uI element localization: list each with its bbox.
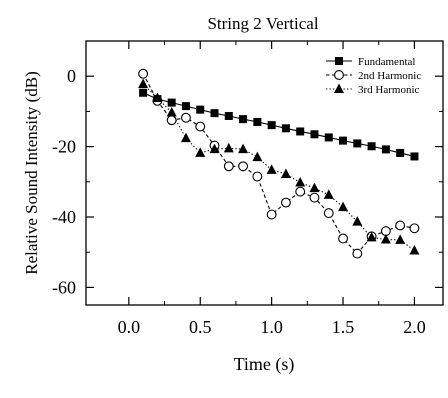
y-tick-label: 0 (67, 66, 76, 86)
axes-layer: 0.0 0.5 1.0 1.5 2.0 0 -20 -40 -60 (52, 41, 443, 337)
data-point-fundamental (381, 145, 390, 154)
data-point-3rd-harmonic (266, 164, 277, 174)
data-point-3rd-harmonic (295, 177, 306, 187)
data-point-fundamental (353, 139, 362, 148)
data-point-3rd-harmonic (180, 132, 191, 143)
data-point-3rd-harmonic (138, 78, 149, 88)
data-point-3rd-harmonic (395, 234, 406, 244)
x-tick-label: 0.0 (118, 317, 141, 337)
x-tick-label: 1.5 (332, 317, 355, 337)
data-point-fundamental (410, 152, 419, 161)
data-point-2nd-harmonic (238, 161, 249, 172)
data-point-fundamental (396, 148, 405, 157)
legend-marker-fundamental (335, 57, 343, 65)
data-point-2nd-harmonic (323, 208, 334, 219)
x-tick-label: 1.0 (260, 317, 283, 337)
data-point-2nd-harmonic (223, 161, 234, 172)
data-point-3rd-harmonic (409, 244, 420, 255)
series-2nd-harmonic (138, 68, 420, 259)
chart-title: String 2 Vertical (207, 14, 318, 33)
legend-label-2nd-harmonic: 2nd Harmonic (358, 70, 421, 82)
data-point-3rd-harmonic (238, 143, 249, 154)
data-point-3rd-harmonic (366, 231, 377, 242)
legend-marker-2nd-harmonic (334, 70, 344, 80)
y-axis-label: Relative Sound Intensity (dB) (22, 71, 41, 275)
data-point-2nd-harmonic (252, 171, 263, 182)
legend-label-fundamental: Fundamental (358, 56, 415, 68)
series-3rd-harmonic (138, 78, 420, 255)
data-point-3rd-harmonic (152, 92, 163, 103)
series-layer (138, 68, 420, 259)
data-point-2nd-harmonic (195, 121, 206, 132)
data-point-fundamental (210, 109, 219, 118)
data-point-2nd-harmonic (352, 248, 363, 259)
data-point-2nd-harmonic (309, 192, 320, 203)
y-tick-label: -20 (52, 137, 76, 157)
series-line-2nd-harmonic (142, 73, 415, 255)
plot-frame (85, 40, 444, 306)
data-point-2nd-harmonic (181, 112, 191, 123)
data-point-3rd-harmonic (380, 234, 391, 244)
data-point-fundamental (196, 105, 205, 114)
data-point-3rd-harmonic (252, 151, 263, 162)
data-point-2nd-harmonic (338, 233, 348, 244)
data-point-2nd-harmonic (266, 209, 277, 220)
y-tick-label: -60 (52, 277, 76, 297)
data-point-2nd-harmonic (395, 220, 406, 231)
data-point-3rd-harmonic (280, 168, 291, 179)
data-point-fundamental (296, 127, 305, 136)
legend-marker-3rd-harmonic (334, 83, 344, 93)
data-point-fundamental (324, 133, 333, 142)
data-point-fundamental (253, 117, 262, 126)
data-point-2nd-harmonic (280, 197, 291, 208)
legend-label-3rd-harmonic: 3rd Harmonic (358, 84, 420, 96)
data-point-3rd-harmonic (195, 147, 206, 157)
data-point-fundamental (139, 88, 148, 97)
data-point-fundamental (339, 136, 348, 145)
data-point-fundamental (239, 115, 248, 124)
data-point-fundamental (367, 142, 376, 151)
data-point-2nd-harmonic (409, 223, 420, 234)
data-point-3rd-harmonic (323, 189, 334, 199)
data-point-fundamental (181, 102, 190, 111)
data-point-3rd-harmonic (209, 143, 220, 154)
data-point-3rd-harmonic (166, 106, 177, 117)
data-point-fundamental (310, 130, 319, 139)
data-point-2nd-harmonic (138, 68, 149, 79)
x-tick-label: 2.0 (403, 317, 426, 337)
legend: Fundamental 2nd Harmonic 3rd Harmonic (326, 56, 421, 96)
x-tick-label: 0.5 (189, 317, 212, 337)
x-axis-label: Time (s) (234, 354, 295, 375)
data-point-fundamental (167, 98, 176, 107)
y-tick-label: -40 (52, 207, 76, 227)
data-point-fundamental (267, 121, 276, 130)
data-point-3rd-harmonic (338, 201, 349, 212)
data-point-fundamental (281, 124, 290, 133)
data-point-2nd-harmonic (295, 186, 306, 197)
data-point-fundamental (224, 111, 233, 120)
data-point-3rd-harmonic (223, 142, 234, 153)
data-point-3rd-harmonic (352, 216, 363, 226)
data-point-3rd-harmonic (309, 182, 320, 193)
series-fundamental (139, 88, 419, 161)
